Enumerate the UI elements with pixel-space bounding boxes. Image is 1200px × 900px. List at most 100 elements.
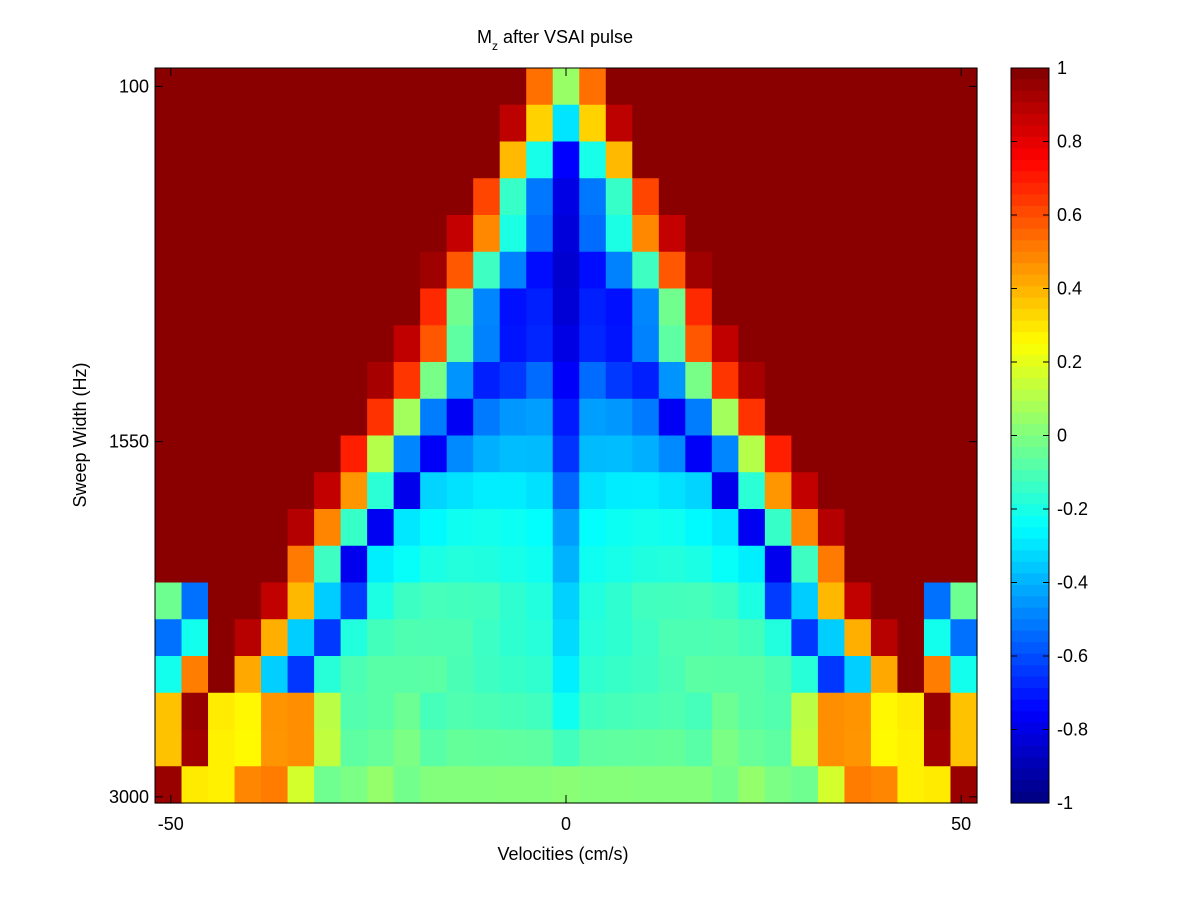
heatmap-cell (844, 692, 872, 731)
heatmap-cell (817, 141, 846, 179)
heatmap-cell (314, 582, 342, 620)
heatmap-cell (208, 509, 236, 547)
heatmap-cell (632, 215, 660, 253)
heatmap-cell (234, 582, 262, 620)
heatmap-cell (897, 288, 925, 326)
heatmap-cell (181, 215, 209, 253)
heatmap-cell (393, 288, 421, 326)
heatmap-cell (658, 325, 686, 363)
heatmap-cell (155, 729, 183, 767)
heatmap-cell (738, 362, 766, 400)
heatmap-cell (685, 472, 713, 510)
heatmap-cell (181, 656, 209, 694)
heatmap-cell (181, 435, 209, 473)
heatmap-cell (685, 398, 713, 437)
colorbar-tick-label: -0.2 (1057, 499, 1088, 519)
heatmap-cell (420, 619, 448, 657)
heatmap-cell (764, 215, 792, 253)
heatmap-cell (870, 178, 899, 216)
heatmap-cell (844, 545, 872, 584)
heatmap-cell (711, 398, 739, 437)
heatmap-cell (844, 619, 872, 657)
colorbar-segment (1011, 504, 1049, 517)
heatmap-cell (261, 656, 289, 694)
heatmap-cell (181, 398, 209, 437)
heatmap-cell (791, 104, 819, 143)
heatmap-cell (791, 178, 819, 216)
heatmap-cell (950, 141, 978, 179)
heatmap-cell (950, 656, 978, 694)
heatmap-cell (340, 656, 368, 694)
heatmap-cell (552, 582, 580, 620)
heatmap-cell (897, 545, 925, 584)
heatmap-cell (658, 215, 686, 253)
colorbar-segment (1011, 286, 1049, 299)
heatmap-cell (817, 619, 846, 657)
x-tick-label: -50 (158, 814, 184, 834)
heatmap-cell (314, 619, 342, 657)
heatmap-cell (473, 692, 501, 731)
heatmap-cell (314, 435, 342, 473)
heatmap-cell (817, 656, 846, 694)
heatmap-cell (844, 104, 872, 143)
heatmap-cell (632, 325, 660, 363)
heatmap-cell (420, 656, 448, 694)
heatmap-cell (711, 435, 739, 473)
heatmap-cell (208, 472, 236, 510)
heatmap-cell (367, 251, 395, 290)
heatmap-cell (340, 435, 368, 473)
heatmap-cell (261, 692, 289, 731)
heatmap-cell (897, 104, 925, 143)
heatmap-cell (367, 545, 395, 584)
heatmap-cell (314, 766, 342, 804)
heatmap-cell (261, 215, 289, 253)
heatmap-cell (552, 692, 580, 731)
heatmap-cell (950, 472, 978, 510)
heatmap-cell (711, 729, 739, 767)
colorbar-segment (1011, 446, 1049, 460)
heatmap-cell (446, 766, 474, 804)
heatmap-cell (208, 178, 236, 216)
heatmap-cell (446, 509, 474, 547)
heatmap-cell (738, 141, 766, 179)
heatmap-cell (632, 656, 660, 694)
heatmap-cell (552, 545, 580, 584)
heatmap-cell (446, 619, 474, 657)
heatmap-cell (605, 251, 633, 290)
heatmap-cell (526, 104, 554, 143)
heatmap-cell (579, 141, 607, 179)
colorbar-segment (1011, 309, 1049, 322)
heatmap-cell (791, 325, 819, 363)
heatmap-cell (314, 692, 342, 731)
heatmap-cell (897, 619, 925, 657)
heatmap-cell (181, 288, 209, 326)
heatmap-cell (632, 68, 660, 106)
heatmap-cell (579, 472, 607, 510)
colorbar-segment (1011, 642, 1049, 655)
heatmap-cell (499, 509, 527, 547)
heatmap-cell (897, 362, 925, 400)
heatmap-cell (499, 656, 527, 694)
heatmap-cell (499, 729, 527, 767)
heatmap-cell (526, 766, 554, 804)
heatmap-cell (367, 435, 395, 473)
heatmap-cell (208, 215, 236, 253)
colorbar-segment (1011, 538, 1049, 551)
colorbar-segment (1011, 171, 1049, 184)
heatmap-cell (870, 509, 899, 547)
heatmap-cell (817, 251, 846, 290)
heatmap-cell (393, 619, 421, 657)
heatmap-cell (791, 362, 819, 400)
heatmap-cell (287, 398, 315, 437)
heatmap-cell (844, 766, 872, 804)
heatmap-cell (897, 178, 925, 216)
heatmap-cell (393, 692, 421, 731)
heatmap-cell (897, 729, 925, 767)
heatmap-cell (155, 472, 183, 510)
heatmap-cell (923, 398, 952, 437)
colorbar-segment (1011, 469, 1049, 483)
heatmap-cell (234, 435, 262, 473)
heatmap-cell (685, 435, 713, 473)
heatmap-cell (526, 472, 554, 510)
heatmap-cell (155, 251, 183, 290)
